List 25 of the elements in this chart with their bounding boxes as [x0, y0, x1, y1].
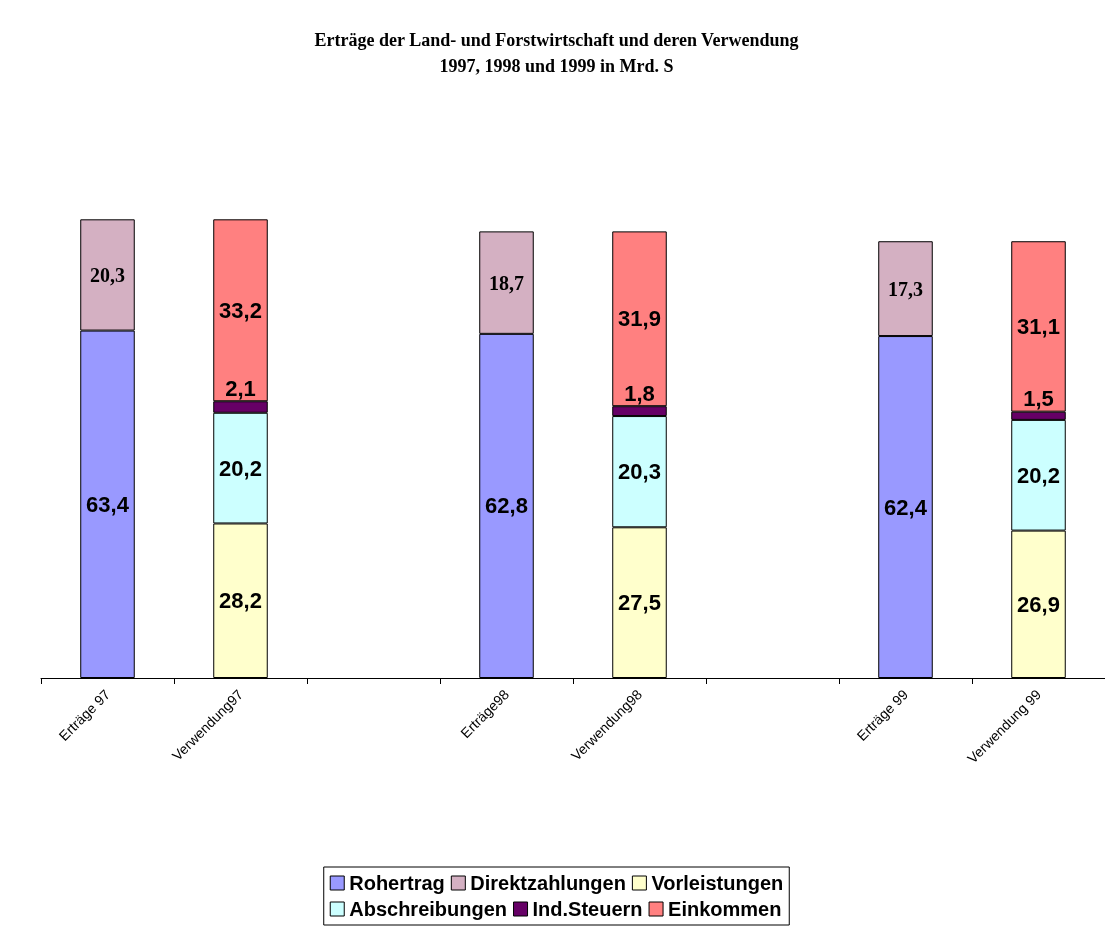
- data-label: 28,2: [219, 588, 262, 614]
- data-label: 62,8: [485, 493, 528, 519]
- data-label: 63,4: [86, 491, 130, 517]
- data-label: 17,3: [888, 277, 923, 300]
- data-label: 31,1: [1017, 313, 1060, 339]
- data-label: 2,1: [225, 375, 256, 401]
- legend-label: Ind.Steuern: [532, 898, 643, 920]
- legend-label: Rohertrag: [349, 872, 445, 894]
- data-label: 20,3: [90, 263, 125, 286]
- data-label: 26,9: [1017, 591, 1060, 617]
- data-label: 20,2: [1017, 462, 1060, 488]
- data-label: 33,2: [219, 297, 262, 323]
- chart-title: Erträge der Land- und Forstwirtschaft und deren Verwendung 1997, 1998 und 1999 in Mrd. S: [314, 30, 799, 76]
- legend-label: Abschreibungen: [349, 898, 508, 920]
- data-label: 1,8: [624, 380, 655, 406]
- data-label: 20,3: [618, 459, 661, 485]
- data-label: 1,5: [1023, 386, 1054, 412]
- data-label: 27,5: [618, 590, 661, 616]
- legend-label: Direktzahlungen: [470, 872, 626, 894]
- data-label: 31,9: [618, 306, 661, 332]
- data-label: 18,7: [489, 271, 524, 294]
- legend-label: Einkommen: [668, 898, 782, 920]
- legend-label: Vorleistungen: [651, 872, 784, 894]
- data-label: 20,2: [219, 455, 262, 481]
- data-label: 62,4: [884, 494, 928, 520]
